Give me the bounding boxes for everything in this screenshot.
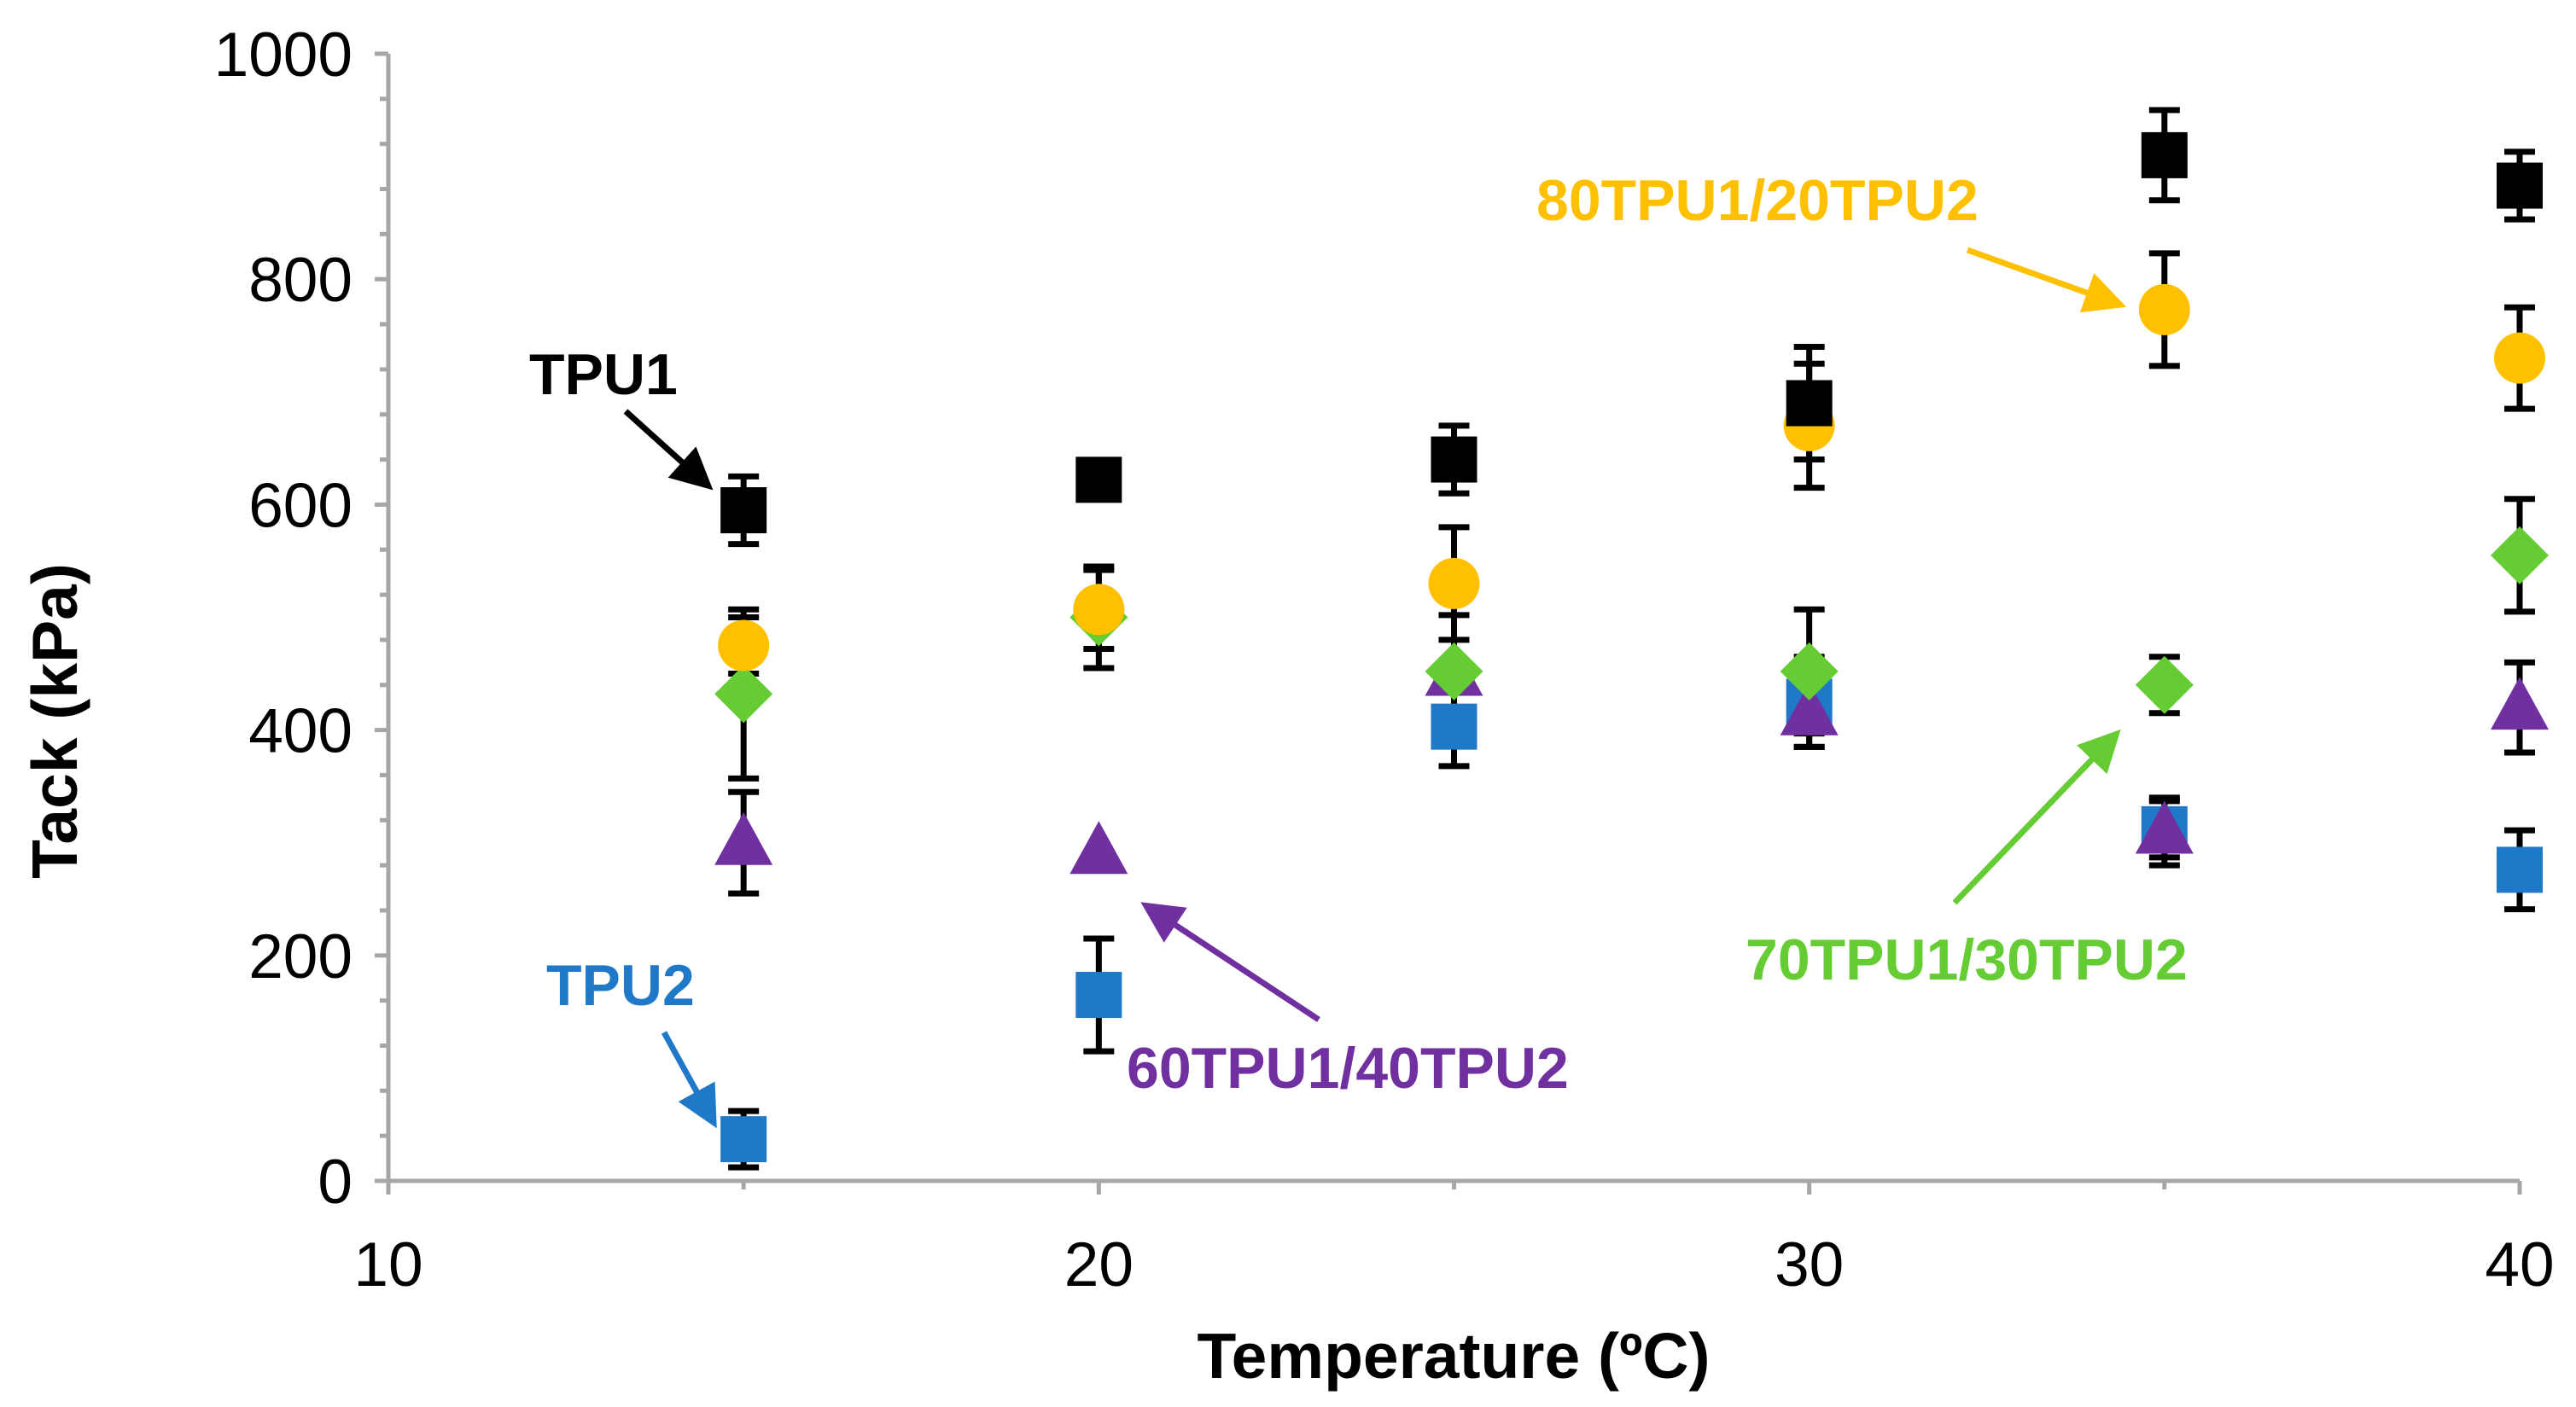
data-point-square <box>720 1116 767 1163</box>
data-point-triangle <box>1780 682 1839 735</box>
data-point-circle <box>1073 584 1125 636</box>
data-point-square <box>2141 131 2188 178</box>
data-point-diamond <box>714 665 773 724</box>
y-tick-label: 200 <box>248 922 353 991</box>
x-tick-label: 20 <box>1064 1230 1134 1299</box>
series-5-points <box>720 678 2543 1163</box>
data-point-triangle <box>2135 800 2194 854</box>
annotation-label-70tpu1-30tpu2: 70TPU1/30TPU2 <box>1746 927 2188 992</box>
annotation-arrow-tpu1 <box>623 409 714 491</box>
data-point-square <box>1075 972 1122 1019</box>
data-point-diamond <box>1425 642 1483 701</box>
annotation-70tpu1-30tpu2: 70TPU1/30TPU2 <box>1746 729 2188 992</box>
y-tick-label: 600 <box>248 471 353 540</box>
data-point-circle <box>2494 332 2545 384</box>
data-point-square <box>1431 436 1477 483</box>
annotation-arrow-70tpu1-30tpu2 <box>1952 729 2121 905</box>
series-3-points <box>714 526 2549 724</box>
data-point-diamond <box>2491 526 2549 584</box>
data-point-diamond <box>2135 655 2194 714</box>
annotation-tpu1: TPU1 <box>529 342 714 491</box>
series-1-points <box>720 131 2543 534</box>
y-tick-label: 0 <box>318 1148 353 1217</box>
data-point-square <box>1431 703 1477 750</box>
data-point-circle <box>2138 283 2190 335</box>
series-2-points <box>718 283 2545 672</box>
annotation-60tpu1-40tpu2: 60TPU1/40TPU2 <box>1127 902 1569 1101</box>
data-point-diamond <box>1780 642 1839 701</box>
data-point-square <box>2497 846 2543 893</box>
data-point-triangle <box>714 811 773 865</box>
x-axis-title: Temperature (ºC) <box>1197 1320 1710 1392</box>
x-tick-label: 30 <box>1775 1230 1844 1299</box>
y-tick-label: 1000 <box>214 20 353 90</box>
annotation-arrow-80tpu1-20tpu2 <box>1966 247 2127 313</box>
annotation-tpu2: TPU2 <box>546 953 717 1129</box>
series-4-points <box>714 642 2549 875</box>
data-marks <box>714 107 2549 1171</box>
y-axis-title: Tack (kPa) <box>19 563 90 879</box>
x-tick-label: 10 <box>353 1230 423 1299</box>
annotation-label-80tpu1-20tpu2: 80TPU1/20TPU2 <box>1536 168 1979 233</box>
annotation-label-tpu2: TPU2 <box>546 953 695 1018</box>
data-point-square <box>720 487 767 534</box>
y-tick-label: 400 <box>248 697 353 766</box>
annotation-arrow-tpu2 <box>661 1031 717 1129</box>
data-point-circle <box>1428 557 1480 609</box>
annotation-label-tpu1: TPU1 <box>529 342 678 407</box>
y-tick-label: 800 <box>248 246 353 315</box>
annotation-label-60tpu1-40tpu2: 60TPU1/40TPU2 <box>1127 1036 1569 1101</box>
data-point-triangle <box>2491 677 2549 730</box>
error-bars-series-3 <box>728 496 2535 782</box>
error-bars-series-2 <box>728 250 2535 677</box>
data-point-triangle <box>1069 821 1128 875</box>
data-point-square <box>2497 162 2543 209</box>
data-point-square <box>1075 456 1122 503</box>
data-point-circle <box>718 619 770 672</box>
error-bars-series-5 <box>728 654 2535 1171</box>
annotation-arrow-60tpu1-40tpu2 <box>1140 902 1320 1022</box>
annotation-80tpu1-20tpu2: 80TPU1/20TPU2 <box>1536 168 2127 313</box>
error-bars-series-4 <box>728 659 2535 897</box>
x-tick-label: 40 <box>2485 1230 2554 1299</box>
data-point-square <box>1786 380 1833 427</box>
